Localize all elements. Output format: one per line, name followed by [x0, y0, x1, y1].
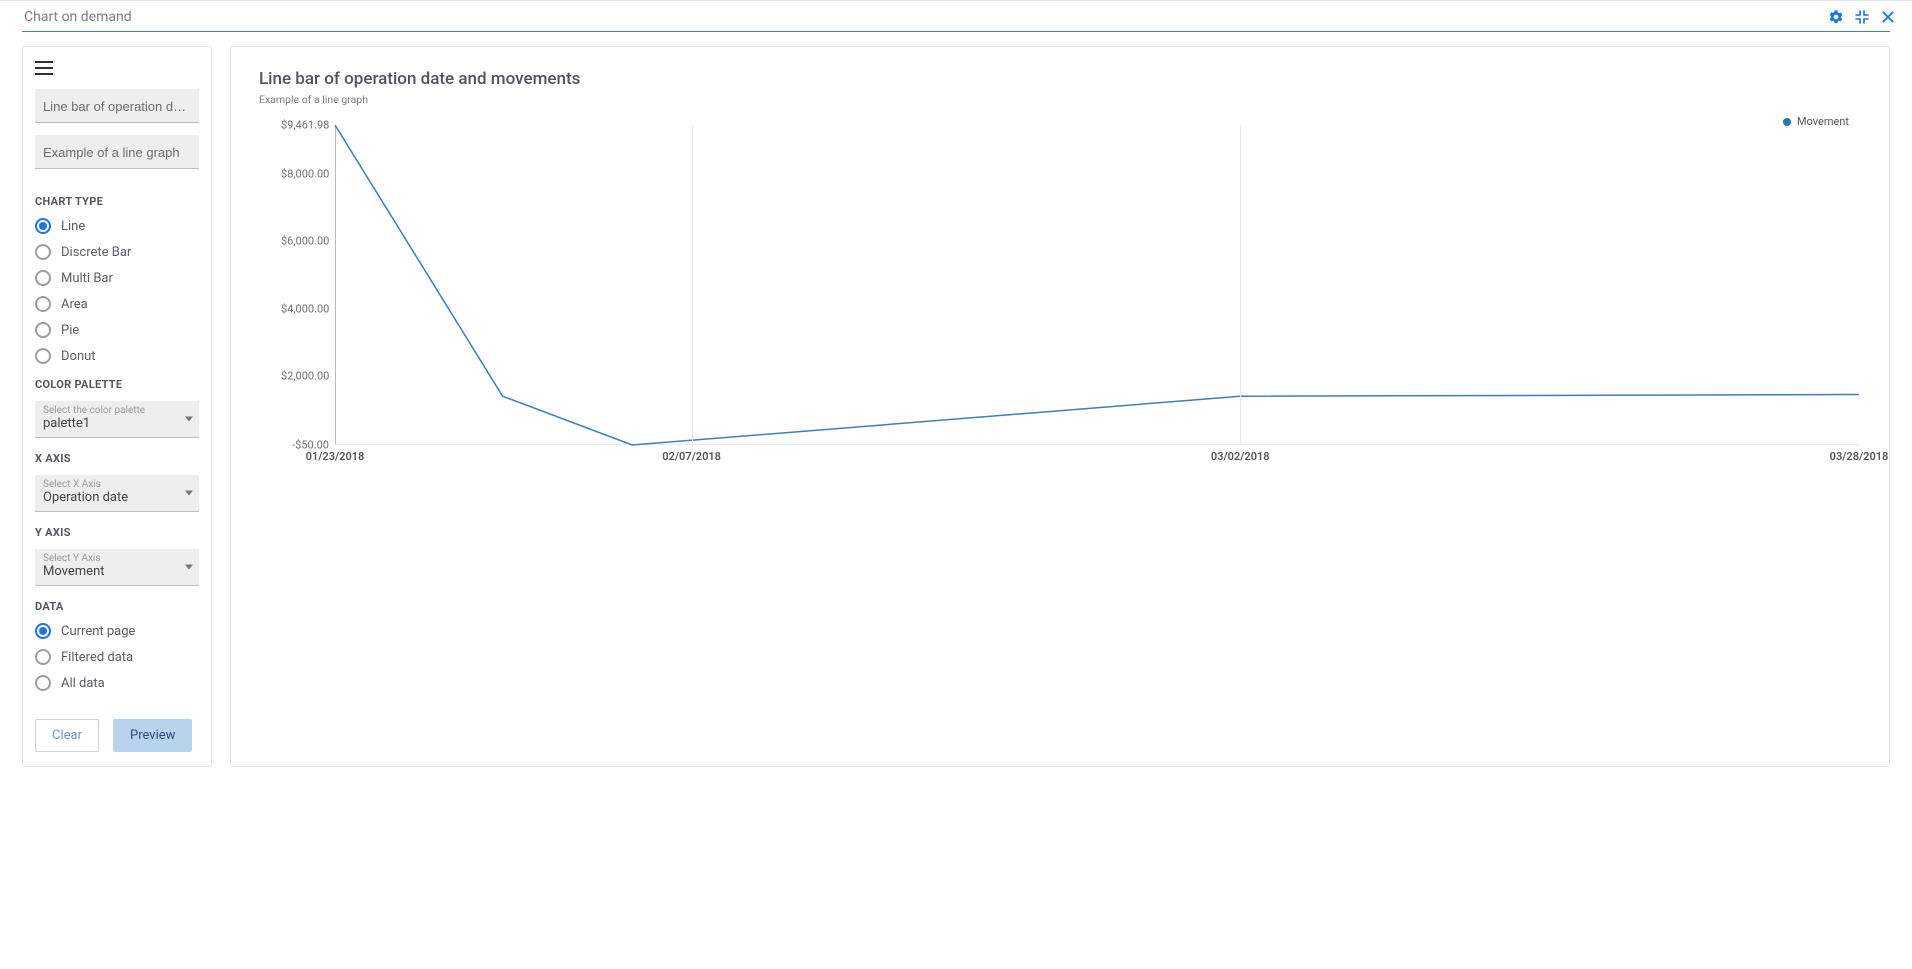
section-label-x-axis: X AXIS	[35, 452, 199, 465]
radio-dot-icon	[35, 244, 51, 260]
radio-label: Pie	[61, 323, 79, 338]
radio-dot-icon	[35, 296, 51, 312]
grid-line	[1240, 125, 1241, 445]
select-floating-label: Select X Axis	[43, 479, 191, 490]
settings-gear-icon[interactable]	[1828, 9, 1844, 25]
chart-title: Line bar of operation date and movements	[259, 69, 1861, 89]
close-icon[interactable]	[1880, 9, 1896, 25]
data-scope-option-filtered-data[interactable]: Filtered data	[35, 649, 199, 665]
hamburger-menu-icon[interactable]	[35, 61, 199, 75]
chart-subtitle: Example of a line graph	[259, 93, 1861, 106]
y-tick-label: $2,000.00	[281, 370, 329, 383]
radio-label: Current page	[61, 624, 135, 639]
clear-button[interactable]: Clear	[35, 719, 99, 752]
config-sidebar: CHART TYPE Line Discrete Bar Multi Bar Area…	[22, 46, 212, 767]
x-tick-label: 03/28/2018	[1830, 450, 1889, 463]
y-tick-label: $9,461.98	[281, 119, 329, 132]
y-tick-label: $6,000.00	[281, 235, 329, 248]
radio-dot-icon	[35, 348, 51, 364]
color-palette-select[interactable]: Select the color palette palette1	[35, 401, 199, 438]
content: CHART TYPE Line Discrete Bar Multi Bar Area…	[0, 32, 1912, 781]
section-label-chart-type: CHART TYPE	[35, 195, 199, 208]
chevron-down-icon	[185, 491, 193, 496]
radio-label: Area	[61, 297, 88, 312]
chart-type-option-line[interactable]: Line	[35, 218, 199, 234]
chart-title-input[interactable]	[35, 89, 199, 123]
chart-plot-area: $9,461.98$8,000.00$6,000.00$4,000.00$2,0…	[281, 125, 1859, 445]
data-scope-option-current-page[interactable]: Current page	[35, 623, 199, 639]
radio-label: Filtered data	[61, 650, 133, 665]
radio-label: Donut	[61, 349, 96, 364]
line-series	[335, 125, 1859, 445]
x-tick-label: 03/02/2018	[1211, 450, 1270, 463]
chart-type-option-donut[interactable]: Donut	[35, 348, 199, 364]
sidebar-buttons: Clear Preview	[35, 719, 199, 752]
section-label-data: DATA	[35, 600, 199, 613]
chart-type-option-area[interactable]: Area	[35, 296, 199, 312]
chart-type-radio-group: Line Discrete Bar Multi Bar Area Pie Donut	[35, 218, 199, 364]
x-axis-select[interactable]: Select X Axis Operation date	[35, 475, 199, 512]
section-label-color-palette: COLOR PALETTE	[35, 378, 199, 391]
data-scope-option-all-data[interactable]: All data	[35, 675, 199, 691]
y-tick-label: $8,000.00	[281, 168, 329, 181]
select-floating-label: Select the color palette	[43, 405, 191, 416]
chart-on-demand-window: Chart on demand CHART TYPE Li	[0, 0, 1912, 781]
radio-dot-icon	[35, 623, 51, 639]
window-title: Chart on demand	[24, 9, 132, 25]
chart-type-option-multi-bar[interactable]: Multi Bar	[35, 270, 199, 286]
section-label-y-axis: Y AXIS	[35, 526, 199, 539]
collapse-icon[interactable]	[1854, 9, 1870, 25]
chart-type-option-pie[interactable]: Pie	[35, 322, 199, 338]
select-value: Operation date	[43, 490, 191, 505]
radio-label: Discrete Bar	[61, 245, 131, 260]
chart-type-option-discrete-bar[interactable]: Discrete Bar	[35, 244, 199, 260]
radio-label: Line	[61, 219, 85, 234]
chevron-down-icon	[185, 565, 193, 570]
y-axis-select[interactable]: Select Y Axis Movement	[35, 549, 199, 586]
x-tick-label: 01/23/2018	[306, 450, 365, 463]
chevron-down-icon	[185, 417, 193, 422]
data-scope-radio-group: Current page Filtered data All data	[35, 623, 199, 691]
titlebar: Chart on demand	[0, 0, 1912, 31]
select-value: Movement	[43, 564, 191, 579]
preview-button[interactable]: Preview	[113, 719, 192, 752]
y-tick-label: $4,000.00	[281, 302, 329, 315]
x-tick-label: 02/07/2018	[662, 450, 721, 463]
radio-label: All data	[61, 676, 105, 691]
radio-dot-icon	[35, 649, 51, 665]
titlebar-actions	[1828, 9, 1896, 25]
select-value: palette1	[43, 416, 191, 431]
radio-dot-icon	[35, 270, 51, 286]
select-floating-label: Select Y Axis	[43, 553, 191, 564]
radio-dot-icon	[35, 218, 51, 234]
chart-subtitle-input[interactable]	[35, 135, 199, 169]
radio-label: Multi Bar	[61, 271, 113, 286]
radio-dot-icon	[35, 322, 51, 338]
radio-dot-icon	[35, 675, 51, 691]
grid-line	[692, 125, 693, 445]
chart-preview-panel: Line bar of operation date and movements…	[230, 46, 1890, 767]
